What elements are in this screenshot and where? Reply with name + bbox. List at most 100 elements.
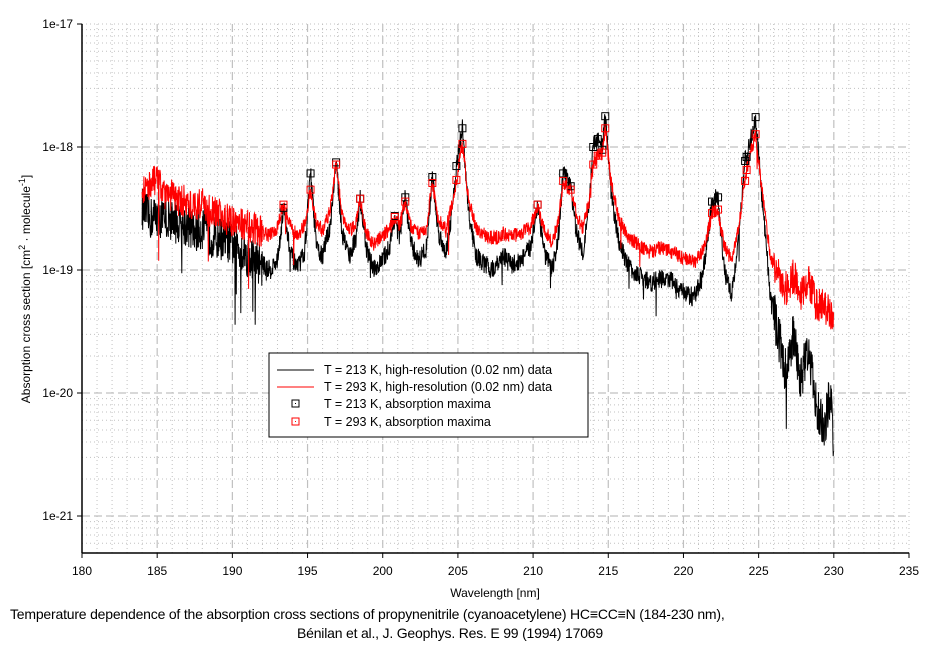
y-axis-title-end: ] [19, 175, 33, 178]
marker-dot [746, 169, 748, 171]
figure-caption-line1: Temperature dependence of the absorption… [10, 606, 725, 622]
marker-dot [597, 155, 599, 157]
y-axis-title-sup1: 2 [17, 245, 27, 250]
axes [81, 24, 909, 554]
marker-dot [711, 212, 713, 214]
maxima-marker-293k [452, 175, 461, 184]
maxima-marker-293k [598, 148, 607, 157]
marker-dot [746, 156, 748, 158]
marker-square [601, 124, 610, 133]
legend-label-293k-line: T = 293 K, high-resolution (0.02 nm) dat… [324, 380, 552, 394]
marker-square [714, 205, 723, 214]
marker-square [452, 175, 461, 184]
marker-dot [562, 180, 564, 182]
maxima-marker-293k [566, 185, 575, 194]
marker-dot [461, 127, 463, 129]
marker-square [714, 193, 723, 202]
marker-dot [404, 196, 406, 198]
maxima-marker-293k [401, 197, 410, 206]
marker-dot [592, 146, 594, 148]
maxima-marker-213k [742, 152, 751, 161]
legend-box [268, 352, 589, 438]
y-tick-label: 1e-21 [42, 509, 73, 523]
marker-square [593, 135, 602, 144]
series-line-293k [141, 125, 834, 330]
maxima-marker-213k [593, 135, 602, 144]
maxima-marker-293k [306, 185, 315, 194]
marker-dot [755, 116, 757, 118]
marker-square [306, 169, 315, 178]
marker-square [401, 193, 410, 202]
marker-square [279, 200, 288, 209]
marker-dot [570, 189, 572, 191]
series-line-213k [141, 114, 834, 457]
marker-square [533, 200, 542, 209]
marker-dot [282, 204, 284, 206]
y-axis-title: Absorption cross section [cm2 · molecule… [17, 175, 33, 403]
x-tick-label: 230 [824, 564, 844, 578]
marker-square [589, 160, 598, 169]
marker-dot [335, 161, 337, 163]
y-tick-label: 1e-18 [42, 140, 73, 154]
marker-dot [431, 182, 433, 184]
marker-dot [597, 138, 599, 140]
marker-square [458, 139, 467, 148]
maxima-marker-213k [559, 169, 568, 178]
y-tick-label: 1e-19 [42, 263, 73, 277]
maxima-marker-293k [742, 166, 751, 175]
maxima-marker-293k [533, 200, 542, 209]
marker-dot [359, 198, 361, 200]
marker-dot [744, 160, 746, 162]
legend-swatch-213k-marker [291, 399, 300, 408]
maxima-marker-213k [428, 173, 437, 182]
legend-swatch-293k-marker [291, 417, 300, 426]
maxima-marker-293k [428, 178, 437, 187]
x-tick-label: 195 [298, 564, 318, 578]
marker-square [708, 197, 717, 206]
maxima-marker-213k [458, 124, 467, 133]
maxima-marker-293k [559, 176, 568, 185]
maxima-marker-293k [458, 139, 467, 148]
marker-square [742, 166, 751, 175]
marker-dot [717, 196, 719, 198]
marker-dot [461, 143, 463, 145]
marker-dot [537, 204, 539, 206]
maxima-marker-293k [589, 160, 598, 169]
marker-dot [404, 201, 406, 203]
y-axis-title-mid: · molecule [19, 186, 33, 245]
marker-dot [335, 164, 337, 166]
maxima-marker-213k [306, 169, 315, 178]
x-ticks: 180 185 190 195 200 205 210 215 220 225 230 235 [72, 553, 919, 578]
marker-square [428, 173, 437, 182]
marker-square [390, 212, 399, 221]
legend: T = 213 K, high-resolution (0.02 nm) dat… [268, 352, 589, 438]
marker-square [559, 169, 568, 178]
marker-dot [604, 115, 606, 117]
x-axis-title: Wavelength [nm] [450, 586, 540, 600]
marker-square [751, 113, 760, 122]
maxima-marker-293k [741, 176, 750, 185]
marker-dot [755, 133, 757, 135]
y-axis-title-main: Absorption cross section [cm [19, 250, 33, 403]
maxima-marker-213k [601, 112, 610, 121]
maxima-marker-213k [401, 193, 410, 202]
y-tick-label: 1e-20 [42, 386, 73, 400]
marker-dot [717, 209, 719, 211]
maxima-marker-213k [708, 197, 717, 206]
marker-square [566, 185, 575, 194]
x-tick-label: 190 [222, 564, 242, 578]
marker-square [458, 124, 467, 133]
x-tick-label: 180 [72, 564, 92, 578]
legend-label-213k-marker: T = 213 K, absorption maxima [324, 397, 491, 411]
marker-dot [455, 165, 457, 167]
y-ticks: 1e-17 1e-18 1e-19 1e-20 1e-21 [42, 17, 82, 523]
marker-dot [604, 127, 606, 129]
marker-dot [744, 180, 746, 182]
marker-square [306, 185, 315, 194]
marker-dot [394, 216, 396, 218]
maxima-marker-293k [356, 194, 365, 203]
marker-dot [601, 149, 603, 151]
x-tick-label: 185 [147, 564, 167, 578]
marker-square [601, 112, 610, 121]
